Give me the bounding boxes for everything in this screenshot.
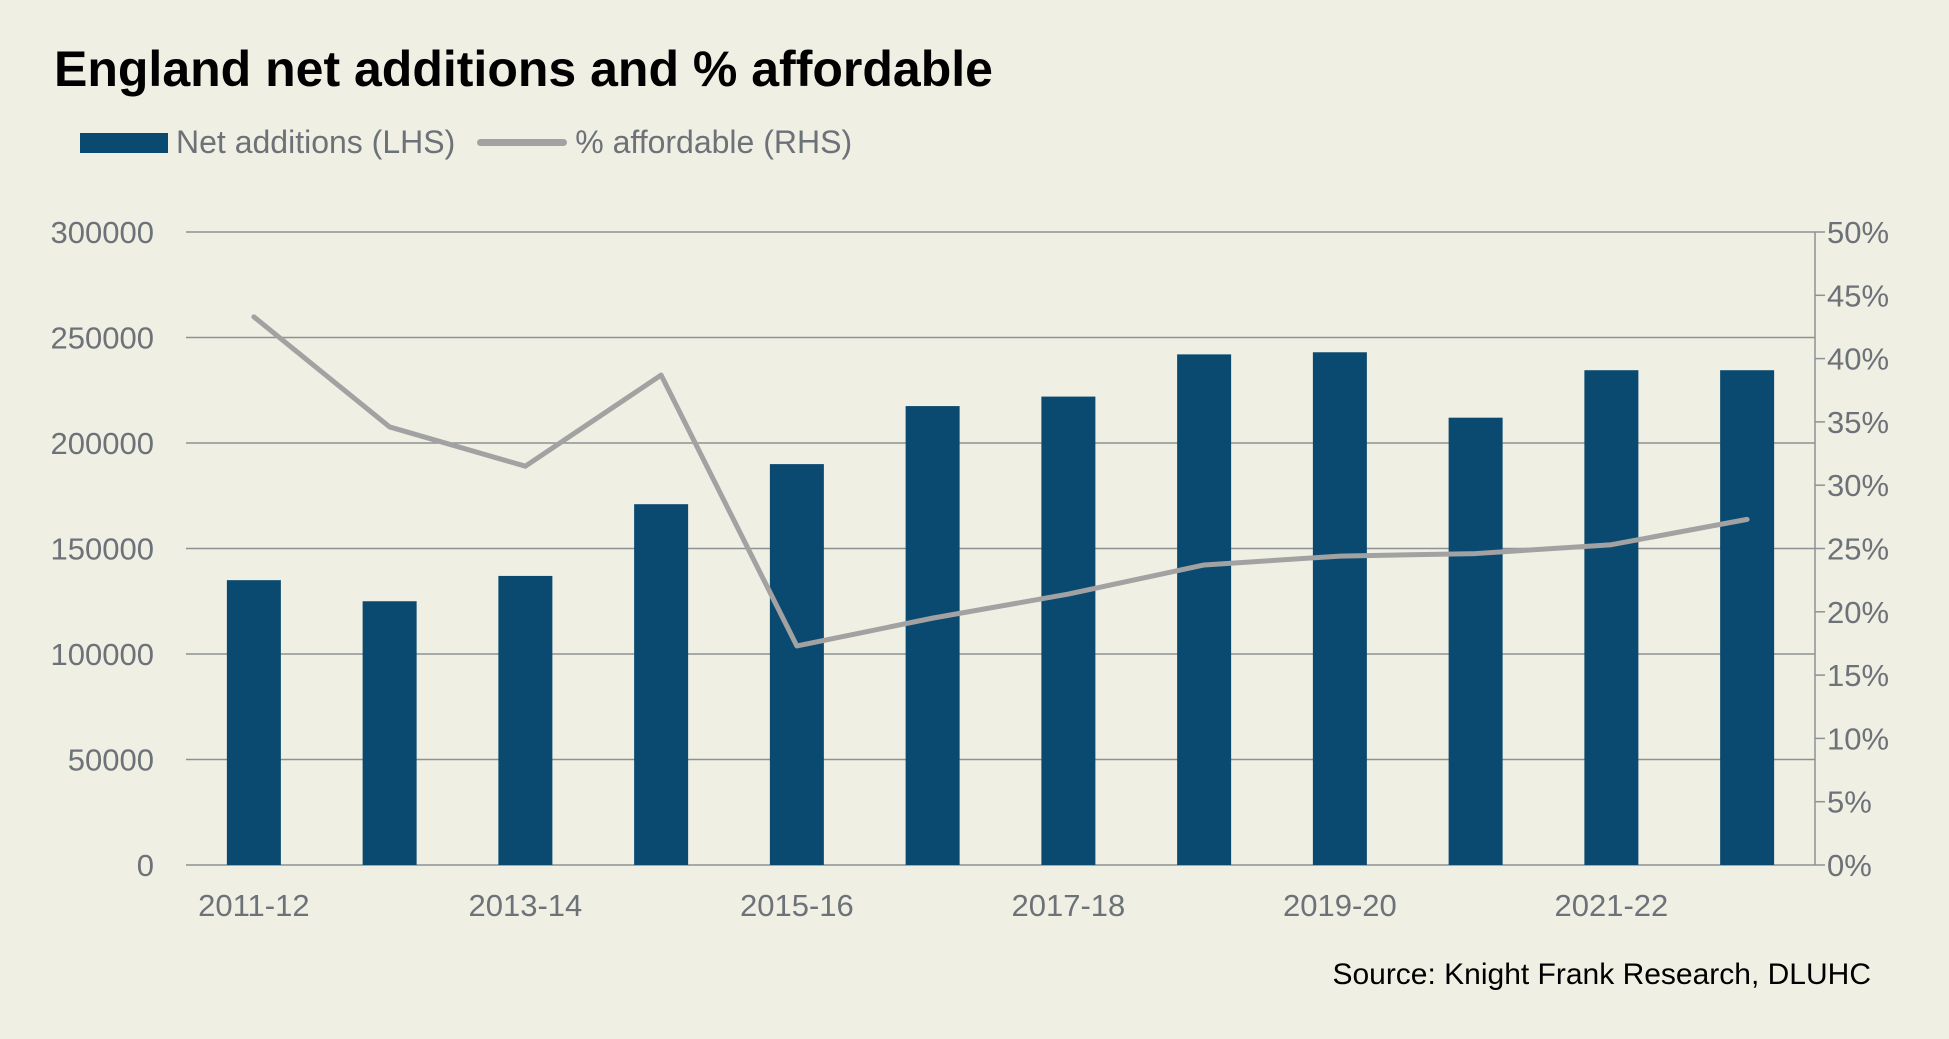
y-right-tick-label: 25% — [1827, 532, 1889, 567]
bar-2013-14 — [498, 575, 553, 865]
legend-swatch-line — [477, 139, 568, 146]
bar-2012-13 — [362, 601, 417, 865]
bar-2021-22 — [1584, 370, 1639, 865]
y-left-tick-label: 0 — [137, 848, 154, 883]
bar-2015-16 — [769, 464, 824, 865]
y-right-tick-label: 45% — [1827, 278, 1889, 313]
legend-label-net-additions: Net additions (LHS) — [176, 124, 456, 160]
bar-2022-23 — [1720, 370, 1775, 865]
source-note: Source: Knight Frank Research, DLUHC — [1332, 958, 1871, 991]
y-right-tick-label: 35% — [1827, 405, 1889, 440]
x-tick-label: 2015-16 — [740, 888, 854, 923]
x-tick-label: 2019-20 — [1283, 888, 1397, 923]
chart-title: England net additions and % affordable — [54, 41, 993, 97]
bar-2018-19 — [1177, 354, 1232, 865]
legend-swatch-bar — [80, 132, 168, 153]
bar-2020-21 — [1448, 417, 1503, 865]
y-right-tick-label: 0% — [1827, 848, 1872, 883]
y-left-tick-label: 300000 — [51, 215, 154, 250]
y-right-tick-label: 40% — [1827, 342, 1889, 377]
y-right-tick-label: 15% — [1827, 658, 1889, 693]
y-left-tick-label: 100000 — [51, 637, 154, 672]
y-right-tick-label: 5% — [1827, 785, 1872, 820]
bar-2019-20 — [1312, 352, 1367, 865]
bar-2016-17 — [905, 406, 960, 865]
legend-label-affordable: % affordable (RHS) — [575, 124, 853, 160]
bar-2011-12 — [226, 580, 281, 865]
y-right-tick-label: 30% — [1827, 468, 1889, 503]
x-tick-label: 2021-22 — [1554, 888, 1668, 923]
legend: Net additions (LHS) % affordable (RHS) — [80, 124, 852, 161]
y-left-tick-label: 50000 — [68, 743, 154, 778]
x-tick-label: 2011-12 — [198, 888, 309, 923]
bar-2014-15 — [634, 504, 689, 865]
y-right-tick-label: 10% — [1827, 721, 1889, 756]
affordable-line — [251, 314, 1750, 649]
y-right-tick-label: 20% — [1827, 595, 1889, 630]
x-tick-label: 2013-14 — [468, 888, 582, 923]
bar-2017-18 — [1041, 396, 1096, 865]
y-left-tick-label: 200000 — [51, 426, 154, 461]
y-left-tick-label: 250000 — [51, 321, 154, 356]
y-right-tick-label: 50% — [1827, 215, 1889, 250]
y-left-tick-label: 150000 — [51, 532, 154, 567]
x-tick-label: 2017-18 — [1011, 888, 1125, 923]
